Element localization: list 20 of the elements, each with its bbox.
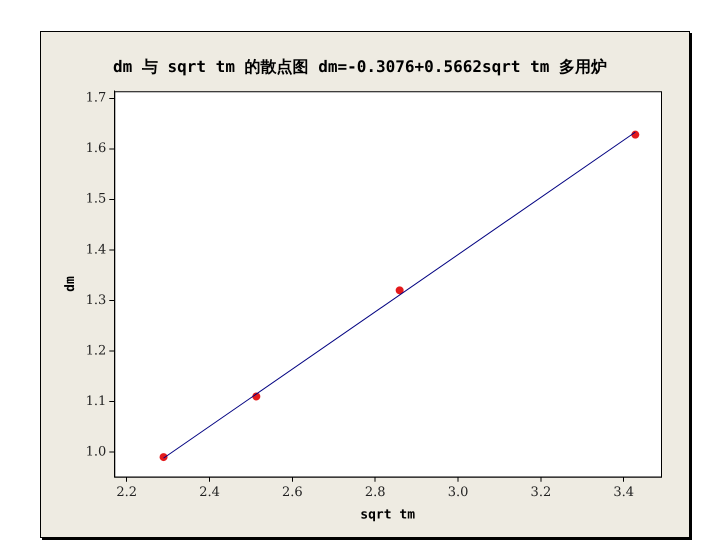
y-axis-title: dm bbox=[63, 276, 78, 292]
x-tick-label: 2.2 bbox=[116, 484, 138, 500]
x-tick-label: 2.6 bbox=[282, 484, 303, 500]
chart-title: dm 与 sqrt tm 的散点图 dm=-0.3076+0.5662sqrt tm 多用炉 bbox=[112, 56, 608, 76]
x-tick-label: 2.8 bbox=[364, 484, 386, 500]
y-tick-label: 1.1 bbox=[86, 394, 106, 409]
x-tick-label: 2.4 bbox=[199, 484, 220, 500]
x-tick-label: 3.0 bbox=[448, 484, 468, 500]
x-tick-label: 3.4 bbox=[613, 484, 634, 500]
x-tick-label: 3.2 bbox=[530, 484, 552, 500]
y-tick-label: 1.6 bbox=[86, 141, 106, 156]
y-tick-label: 1.2 bbox=[86, 343, 106, 358]
point bbox=[160, 453, 168, 462]
y-tick-label: 1.7 bbox=[86, 90, 106, 106]
y-tick-label: 1.0 bbox=[86, 444, 106, 460]
y-tick-label: 1.4 bbox=[86, 242, 106, 258]
point bbox=[396, 286, 404, 294]
y-tick-label: 1.3 bbox=[86, 292, 106, 308]
y-tick-label: 1.5 bbox=[86, 192, 106, 207]
x-axis-title: sqrt tm bbox=[360, 508, 416, 523]
